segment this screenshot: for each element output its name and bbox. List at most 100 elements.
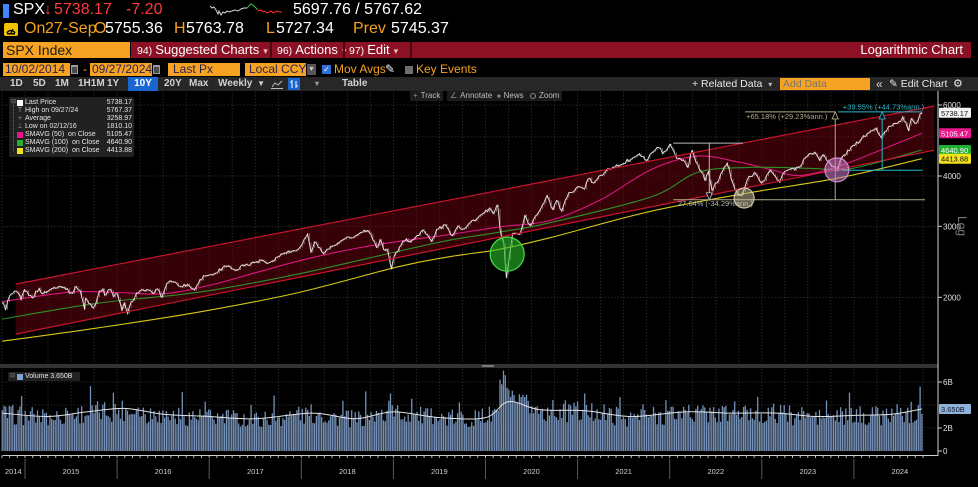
average-marker-icon: + [17, 115, 23, 122]
currency-dropdown-button[interactable]: ▼ [307, 64, 316, 75]
chevron-down-icon: ▾ [393, 46, 399, 56]
menu-actions[interactable]: 96)Actions▾ [277, 42, 346, 58]
period-max-button[interactable]: Max [189, 78, 209, 89]
menu-suggested-charts[interactable]: 94) Suggested Charts ▾ [137, 42, 268, 58]
calendar-icon[interactable] [71, 65, 78, 74]
open-value: 5755.36 [105, 20, 163, 37]
chart-style-dropdown-icon[interactable]: ▾ [315, 79, 320, 88]
calendar-icon[interactable] [153, 65, 160, 74]
period-5d-button[interactable]: 5D [33, 78, 46, 89]
mov-avgs-checkbox[interactable]: ✓ [322, 65, 331, 74]
legend-item-smavg-100[interactable]: SMAVG (100) on Close 4640.90 [9, 139, 134, 147]
tool-label: Annotate [460, 91, 493, 100]
collapse-icon[interactable]: ⊟ [11, 99, 17, 105]
pencil-icon: ✎ [889, 78, 898, 90]
security-field[interactable]: SPX Index [3, 42, 130, 58]
ma-line-0[interactable] [2, 132, 923, 303]
chevron-down-icon: ▾ [768, 80, 773, 89]
zoom-tool-button[interactable]: Zoom [527, 91, 563, 101]
mov-avgs-label[interactable]: Mov Avgs [334, 62, 386, 76]
highlight-circles [489, 157, 850, 272]
time-axis[interactable]: 2014 2015 2016 2017 2018 2019 2020 2021 2022 2023… [1, 455, 938, 479]
gauge-icon[interactable] [4, 23, 18, 36]
low-label: L [266, 20, 275, 37]
legend-item-average[interactable]: + Average 3258.97 [9, 115, 134, 123]
period-1d-button[interactable]: 1D [10, 78, 23, 89]
collapse-icon[interactable]: ⊟ [10, 373, 16, 379]
frequency-select[interactable]: Weekly ▼ [218, 77, 265, 91]
pencil-icon[interactable]: ✎ [385, 62, 396, 76]
period-10y-button[interactable]: 10Y [128, 77, 158, 91]
legend-swatch [17, 132, 23, 138]
track-tool-button[interactable]: + Track [410, 91, 444, 101]
year-label: 2022 [707, 467, 724, 476]
period-20y-button[interactable]: 20Y [164, 78, 182, 89]
crosshair-icon: + [413, 91, 418, 100]
legend-item-smavg-200[interactable]: SMAVG (200) on Close 4413.88 [9, 147, 134, 155]
legend-item-high[interactable]: T High on 09/27/24 5767.37 [9, 107, 134, 115]
panel-divider[interactable] [0, 364, 938, 368]
menu-label: Actions [295, 42, 338, 57]
year-label: 2021 [615, 467, 632, 476]
volume-legend[interactable]: ⊟ Volume 3.650B [8, 372, 80, 381]
end-date-input[interactable]: 09/27/2024 [90, 62, 153, 76]
legend-swatch [17, 148, 23, 154]
day-range: 5697.76 / 5767.62 [293, 1, 423, 18]
bar-chart-icon[interactable] [288, 78, 300, 90]
volume-axis-label: 2B [943, 424, 953, 433]
legend-label: Last Price [25, 99, 57, 106]
tool-label: Track [420, 91, 441, 100]
start-date-input[interactable]: 10/02/2014 [3, 63, 70, 76]
resize-handle[interactable] [482, 365, 494, 367]
highlight-circle-2022-low[interactable] [733, 187, 755, 209]
menu-divider [410, 42, 412, 58]
year-label: 2016 [155, 467, 172, 476]
quote-date: 27-Sep [45, 20, 97, 37]
news-icon: ■ [497, 94, 501, 100]
edit-chart-button[interactable]: ✎ Edit Chart [889, 77, 947, 91]
value-tag: 4413.88 [941, 155, 968, 164]
log-scale-label[interactable]: Log [955, 216, 969, 236]
chart-annotations[interactable]: 27.64% (-34.29%ann.) +65.18% (+29.23%ann.… [673, 103, 925, 208]
menu-bar [131, 42, 971, 58]
collapse-left-icon[interactable]: « [876, 77, 883, 91]
news-tool-button[interactable]: ■ News [494, 91, 527, 101]
menu-label: Edit [367, 42, 390, 57]
key-events-checkbox[interactable] [405, 66, 413, 74]
legend-item-last-price[interactable]: Last Price 5738.17 [9, 99, 134, 107]
intraday-sparkline [210, 3, 282, 16]
security-field-text: SPX Index [6, 42, 73, 58]
high-marker-icon: T [17, 107, 23, 114]
legend-item-low[interactable]: ⊥ Low on 02/12/16 1810.10 [9, 123, 134, 131]
menu-number: 96) [277, 45, 293, 57]
period-1h1m-button[interactable]: 1H1M [78, 78, 105, 89]
table-button[interactable]: Table [342, 78, 368, 89]
volume-bars[interactable] [1, 370, 923, 452]
line-chart-icon[interactable] [271, 79, 283, 89]
related-data-button[interactable]: + Related Data ▾ [692, 77, 772, 91]
highlight-circle-2023-low[interactable] [824, 157, 850, 183]
ma-line-2[interactable] [2, 158, 923, 342]
security-marker [3, 4, 9, 18]
add-data-input[interactable] [780, 78, 870, 90]
currency-select[interactable]: Local CCY [245, 63, 306, 76]
high-label: H [174, 20, 186, 37]
chevron-down-icon: ▼ [308, 66, 315, 73]
volume-average-line [2, 400, 922, 420]
field-select[interactable]: Last Px [168, 63, 240, 76]
highlight-circle-2020-low[interactable] [489, 236, 525, 272]
legend-label: Average [25, 115, 51, 122]
volume-swatch [17, 373, 23, 380]
annotate-tool-button[interactable]: ∠ Annotate [447, 91, 496, 101]
arrow-up-icon [878, 110, 886, 120]
related-data-label: + Related Data [692, 78, 763, 90]
period-1y-button[interactable]: 1Y [107, 78, 120, 89]
key-events-label[interactable]: Key Events [416, 62, 477, 76]
magnifier-icon [530, 93, 536, 99]
legend-item-smavg-50[interactable]: SMAVG (50) on Close 5105.47 [9, 131, 134, 139]
period-1m-button[interactable]: 1M [55, 78, 69, 89]
legend-tree-line [13, 105, 14, 151]
annotate-icon: ∠ [450, 91, 458, 100]
gear-icon[interactable]: ⚙ [953, 78, 963, 90]
menu-edit[interactable]: 97) Edit ▾ [349, 42, 398, 58]
